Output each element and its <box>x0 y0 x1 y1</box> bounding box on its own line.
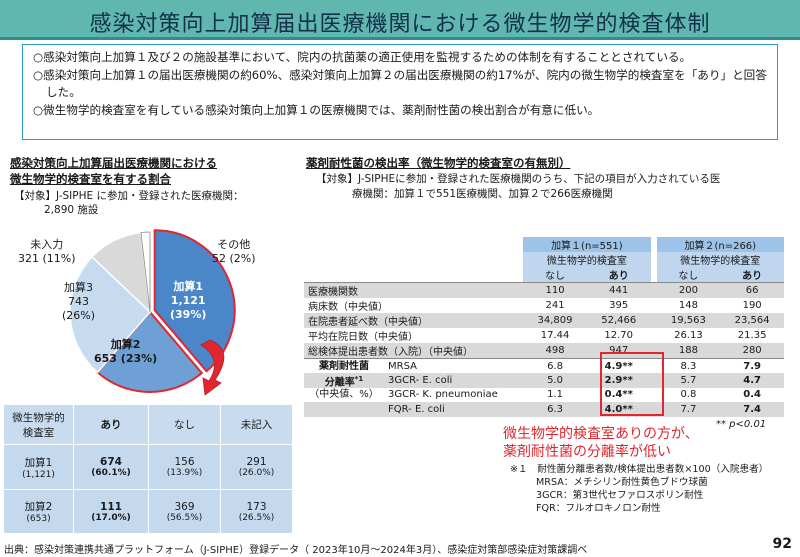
pie-slice-加算3 <box>69 255 152 374</box>
table-row: 在院患者延べ数（中央値） 34,809 52,466 19,563 23,564 <box>304 313 784 328</box>
source-footer: 出典：感染対策連携共通プラットフォーム（J-SIPHE）登録データ（ 2023年… <box>4 545 588 556</box>
table-row: 加算1 (1,121) 674 (60.1%) 156 (13.9%) 291 (26.… <box>3 444 293 490</box>
summary-point: ○感染対策向上加算１及び２の施設基準において、院内の抗菌薬の適正使用を監視するた… <box>33 50 692 64</box>
right-table: 加算１(n=551) 加算２(n=266) 微生物学的検査室 微生物学的検査室 … <box>304 237 784 417</box>
callout-text: 微生物学的検査室ありの方が、 薬剤耐性菌の分離率が低い <box>503 426 699 460</box>
page-number: 92 <box>772 536 792 552</box>
pie-label-kasan1: 加算1 1,121 (39%) <box>170 280 207 321</box>
highlight-box <box>600 352 664 416</box>
pie-label-mi: 未入力 321 (11%) <box>18 238 76 265</box>
pie-label-other: その他 52 (2%) <box>212 238 256 265</box>
p-value-note: ** p<0.01 <box>716 419 767 430</box>
right-target: 【対象】J-SIPHEに参加・登録された医療機関のうち、下記の項目が入力されてい… <box>316 173 721 200</box>
table-row: 3GCR- E. coli 5.0 2.9** 5.7 4.7 <box>304 373 784 388</box>
summary-box: ○感染対策向上加算１及び２の施設基準において、院内の抗菌薬の適正使用を監視するた… <box>22 44 778 140</box>
summary-point: ○微生物学的検査室を有している感染対策向上加算１の医療機関では、薬剤耐性菌の検出… <box>33 102 600 117</box>
pie-slice-その他 <box>140 231 151 313</box>
left-table: 微生物学的 検査室 あり なし 未記入 加算1 (1,121) 674 (60.1%… <box>3 404 293 534</box>
abr-label: 薬剤耐性菌 分離率*1 （中央値、%） <box>309 361 379 401</box>
left-target: 【対象】J-SIPHE に参加・登録された医療機関： 2,890 施設 <box>14 190 244 216</box>
summary-point: ○感染対策向上加算１の届出医療機関の約60%、感染対策向上加算２の届出医療機関の… <box>33 67 767 100</box>
left-heading: 感染対策向上加算届出医療機関における 微生物学的検査室を有する割合 <box>10 156 217 186</box>
pie-label-kasan2: 加算2 653 (23%) <box>94 338 158 365</box>
pie-chart <box>69 229 236 396</box>
table-row: FQR- E. coli 6.3 4.0** 7.7 7.4 <box>304 402 784 417</box>
table-row: 加算2 (653) 111 (17.0%) 369 (56.5%) 173 (26.5%… <box>3 489 293 534</box>
footnotes: ※１ 耐性菌分離患者数/検体提出患者数×100（入院患者） MRSA：メチシリン… <box>510 464 769 514</box>
table-row: 総検体提出患者数（入院）（中央値） 498 947 188 280 <box>304 343 784 359</box>
right-heading: 薬剤耐性菌の検出率（微生物学的検査室の有無別） <box>306 156 571 170</box>
table-row: 3GCR- K. pneumoniae 1.1 0.4** 0.8 0.4 <box>388 389 761 401</box>
title-bar <box>0 0 800 40</box>
table-row: 平均在院日数（中央値） 17.44 12.70 26.13 21.35 <box>308 330 767 343</box>
table-row: MRSA 6.8 4.9** 8.3 7.9 <box>304 358 784 373</box>
page-title: 感染対策向上加算届出医療機関における微生物学的検査体制 <box>89 12 711 37</box>
table-row: 医療機関数 110 441 200 66 <box>304 282 784 298</box>
arrow-icon <box>200 339 225 396</box>
pie-slice-加算2 <box>96 310 204 393</box>
table-row: 病床数（中央値） 241 395 148 190 <box>308 300 762 313</box>
pie-label-kasan3: 加算3 743 (26%) <box>62 281 96 322</box>
